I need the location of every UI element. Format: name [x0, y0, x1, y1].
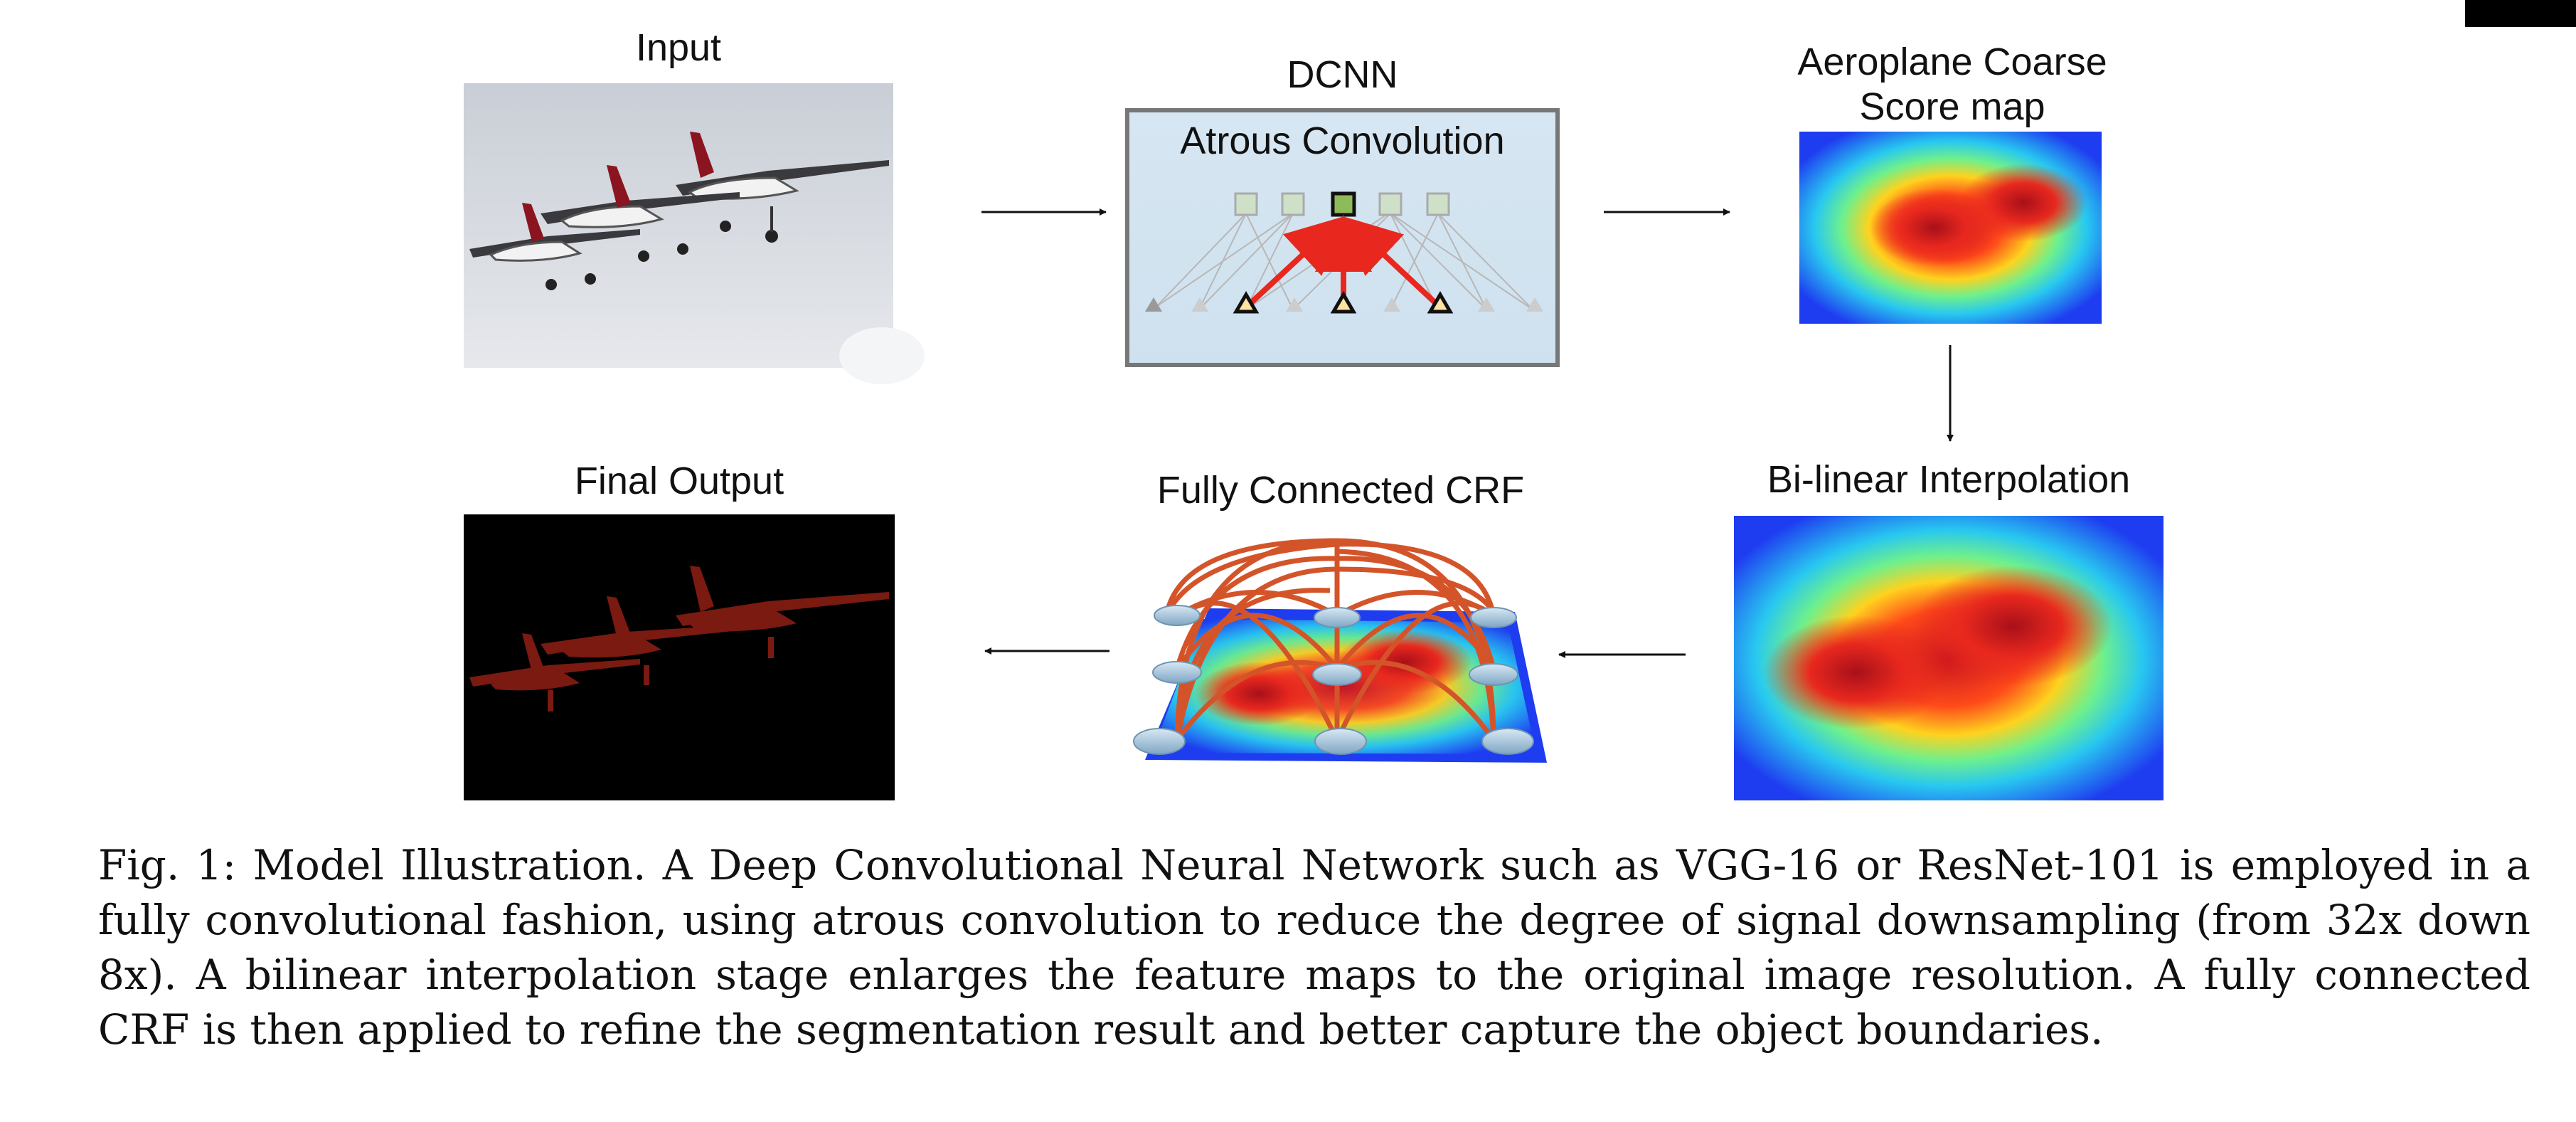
atrous-input-units: [1145, 291, 1543, 314]
crf-nodes: [1133, 605, 1534, 755]
coarse-score-map: [1799, 132, 2102, 324]
crf-edges: [1164, 538, 1496, 742]
crf-graph: [1133, 538, 1547, 763]
dcnn-label: DCNN: [1287, 53, 1398, 96]
atrous-convolution-label: Atrous Convolution: [1180, 120, 1505, 162]
figure-caption: Fig. 1: Model Illustration. A Deep Convo…: [98, 841, 2530, 1054]
segmentation-mask: [469, 566, 889, 711]
corner-bar: [2465, 0, 2576, 27]
final-output-image: [464, 514, 895, 800]
bilinear-score-map: [1734, 516, 2163, 800]
input-label: Input: [635, 26, 722, 69]
atrous-output-units: [1234, 191, 1450, 217]
coarse-map-label-line1: Aeroplane Coarse: [1797, 41, 2107, 83]
airplane-1: [676, 132, 889, 243]
airplane-3: [469, 203, 640, 290]
final-output-label: Final Output: [574, 460, 784, 502]
bilinear-label: Bi-linear Interpolation: [1767, 458, 2131, 501]
crf-label: Fully Connected CRF: [1156, 469, 1525, 512]
coarse-map-label-line2: Score map: [1859, 85, 2045, 128]
airplane-2: [541, 165, 740, 262]
input-image: [464, 83, 925, 384]
dcnn-block: [1125, 108, 1560, 367]
